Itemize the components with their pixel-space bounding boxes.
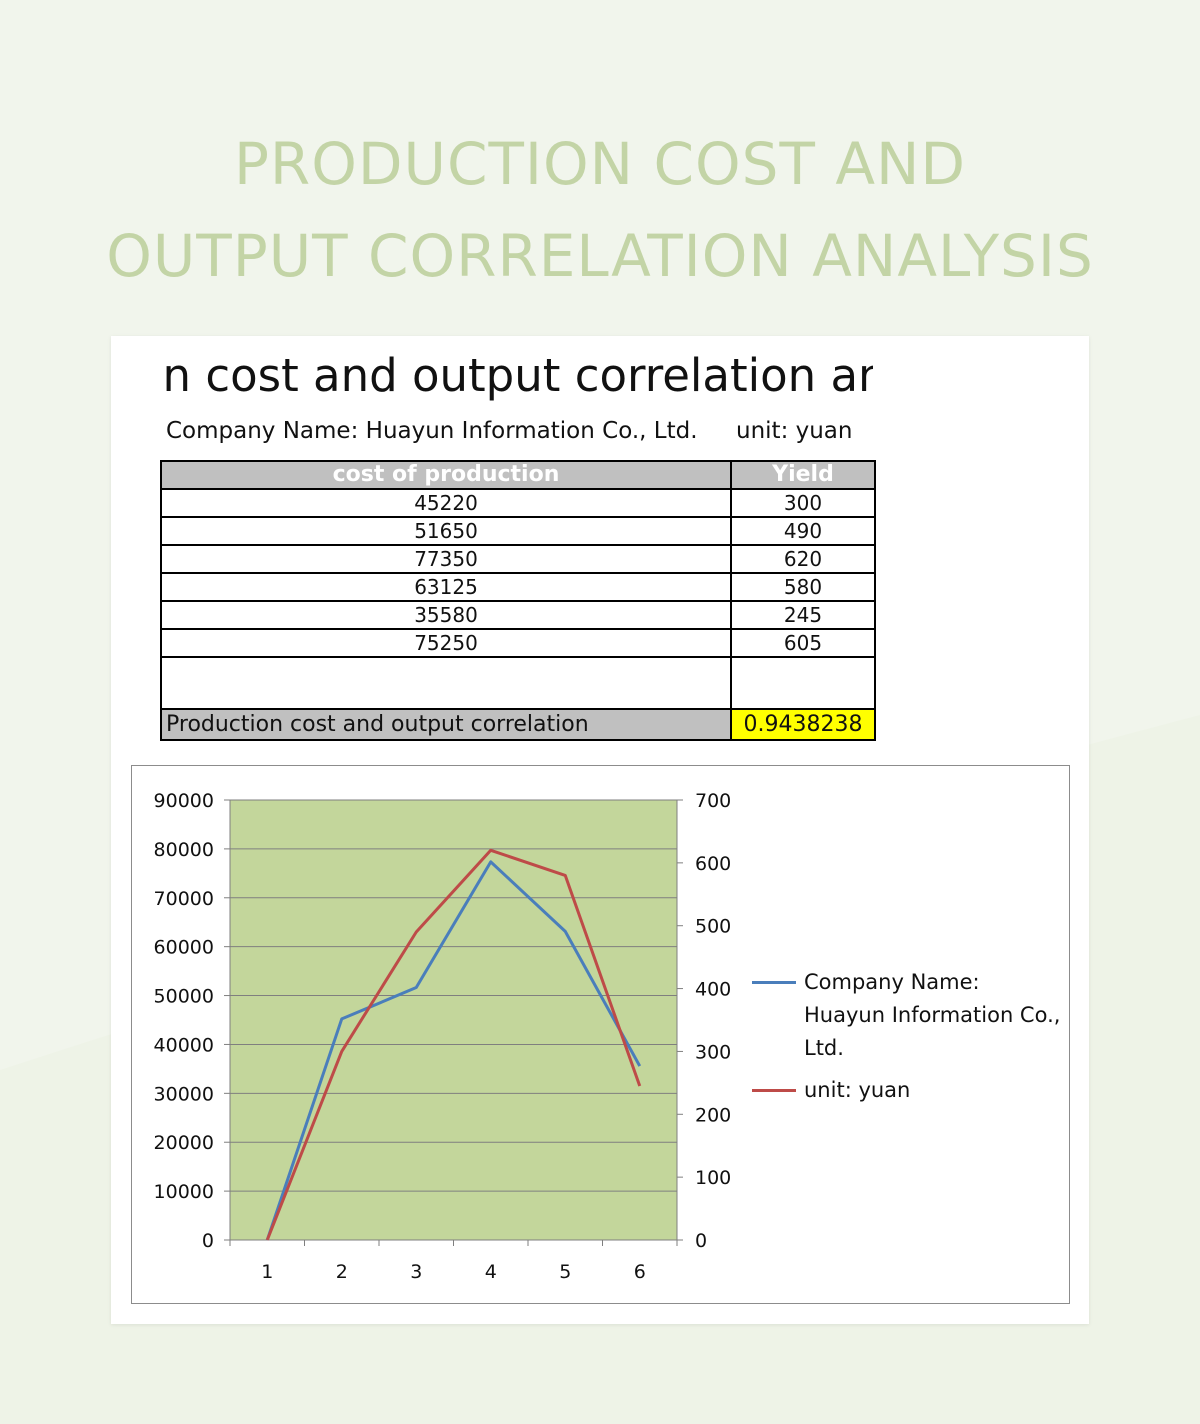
chart-canvas: 0 10000 20000 30000 40000 50000 60000 70000 8000… — [154, 790, 732, 1283]
y-left-tick-label: 70000 — [154, 888, 214, 910]
table-row: 63125 580 — [160, 572, 876, 602]
plot-area — [230, 800, 677, 1240]
legend-swatch — [752, 1089, 796, 1092]
x-tick-label: 4 — [485, 1261, 497, 1283]
y-left-tick-label: 10000 — [154, 1181, 214, 1203]
x-tick-label: 3 — [410, 1261, 422, 1283]
x-tick-label: 5 — [559, 1261, 571, 1283]
table-row: 77350 620 — [160, 544, 876, 574]
series-line-2 — [265, 848, 642, 1241]
table-row: 45220 300 — [160, 488, 876, 518]
x-tick-label: 1 — [261, 1261, 273, 1283]
x-tick-label: 6 — [634, 1261, 646, 1283]
cell-yield: 620 — [730, 544, 876, 574]
cell-cost: 77350 — [160, 544, 732, 574]
cell-yield: 245 — [730, 600, 876, 630]
spreadsheet-preview: on cost and output correlation anal Comp… — [111, 336, 1089, 1324]
sheet-title-text: on cost and output correlation anal — [161, 349, 873, 402]
legend-swatch — [752, 981, 796, 984]
data-table: cost of production Yield 45220 300 51650… — [160, 460, 876, 741]
y-left-tick-label: 30000 — [154, 1083, 214, 1105]
legend-item-series-1: Company Name: Huayun Information Co., Lt… — [752, 966, 1062, 1065]
y-right-tick-label: 0 — [695, 1230, 707, 1252]
y-right-tick-label: 300 — [695, 1041, 731, 1063]
series-line-1 — [265, 860, 642, 1241]
cell-cost: 63125 — [160, 572, 732, 602]
y-right-tick-label: 200 — [695, 1104, 731, 1126]
y-left-tick-label: 40000 — [154, 1034, 214, 1056]
table-row-empty — [160, 656, 876, 710]
table-row: 51650 490 — [160, 516, 876, 546]
cell-yield: 300 — [730, 488, 876, 518]
table-header-row: cost of production Yield — [160, 460, 876, 490]
cell-cost: 45220 — [160, 488, 732, 518]
correlation-value: 0.9438238 — [730, 708, 876, 741]
y-right-tick-label: 500 — [695, 916, 731, 938]
table-row: 75250 605 — [160, 628, 876, 658]
cell-yield: 580 — [730, 572, 876, 602]
cell-cost: 35580 — [160, 600, 732, 630]
y-right-tick-label: 700 — [695, 790, 731, 812]
y-left-tick-label: 20000 — [154, 1132, 214, 1154]
legend-label: Company Name: Huayun Information Co., Lt… — [804, 970, 1061, 1060]
page-heading-line-2: OUTPUT CORRELATION ANALYSIS — [106, 222, 1094, 290]
y-left-tick-label: 80000 — [154, 839, 214, 861]
y-right-tick-label: 400 — [695, 979, 731, 1001]
y-right-tick-label: 100 — [695, 1167, 731, 1189]
x-tick-label: 2 — [336, 1261, 348, 1283]
header-cost: cost of production — [160, 460, 732, 490]
y-left-tick-label: 0 — [202, 1230, 214, 1252]
chart-legend: Company Name: Huayun Information Co., Lt… — [752, 966, 1062, 1107]
y-left-tick-label: 60000 — [154, 937, 214, 959]
y-left-tick-label: 50000 — [154, 986, 214, 1008]
header-yield: Yield — [730, 460, 876, 490]
line-chart: 0 10000 20000 30000 40000 50000 60000 70000 8000… — [131, 765, 1070, 1304]
page-heading-line-1: PRODUCTION COST AND — [233, 130, 967, 198]
y-left-tick-label: 90000 — [154, 790, 214, 812]
cell-empty — [160, 656, 732, 710]
table-row: 35580 245 — [160, 600, 876, 630]
page-heading: PRODUCTION COST AND OUTPUT CORRELATION A… — [0, 118, 1200, 302]
y-right-tick-label: 600 — [695, 853, 731, 875]
legend-label: unit: yuan — [804, 1078, 911, 1102]
cell-cost: 75250 — [160, 628, 732, 658]
legend-item-series-2: unit: yuan — [752, 1074, 1062, 1107]
cell-empty — [730, 656, 876, 710]
sheet-title: on cost and output correlation anal — [161, 346, 873, 406]
cell-yield: 490 — [730, 516, 876, 546]
cell-cost: 51650 — [160, 516, 732, 546]
correlation-label: Production cost and output correlation — [160, 708, 732, 741]
cell-yield: 605 — [730, 628, 876, 658]
unit-label: unit: yuan — [736, 418, 853, 444]
correlation-row: Production cost and output correlation 0… — [160, 708, 876, 741]
company-name: Company Name: Huayun Information Co., Lt… — [166, 418, 698, 444]
